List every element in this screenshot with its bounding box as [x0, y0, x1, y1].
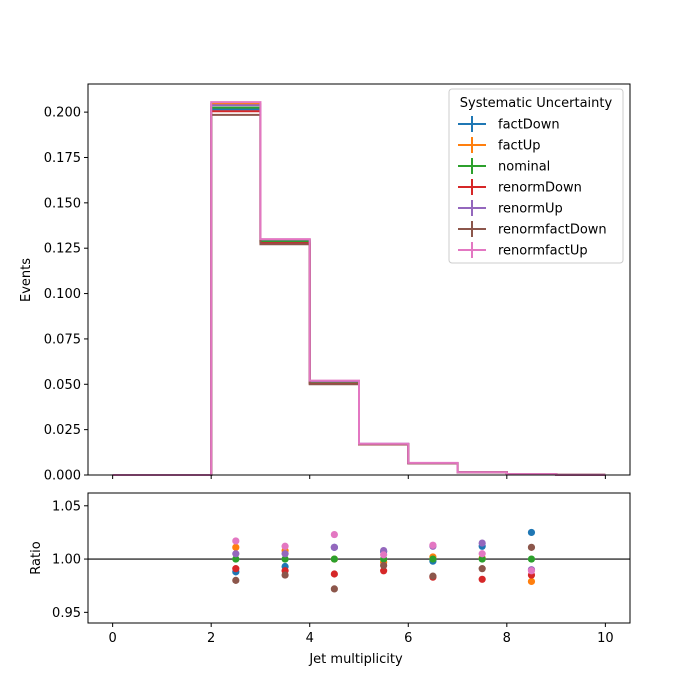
ratio-point-renormDown: [330, 570, 338, 578]
ratio-point-renormfactDown: [478, 565, 486, 573]
ratio-point-nominal: [281, 555, 289, 563]
ratio-point-factDown: [527, 528, 536, 537]
legend-entry-renormDown: renormDown: [458, 179, 582, 196]
ratio-point-renormUp: [478, 539, 486, 547]
ratio-point-renormfactDown: [527, 543, 536, 551]
x-tick-label: 6: [404, 631, 412, 646]
ratio-point-renormDown: [380, 567, 388, 575]
ratio-point-renormfactDown: [232, 576, 240, 584]
x-tick-label: 0: [108, 631, 116, 646]
legend-label-nominal: nominal: [498, 160, 550, 175]
ratio-panel: 0.95 1.00 1.05 0 2 4 6 8 10 Ratio Jet multiplic…: [29, 492, 631, 667]
ratio-point-nominal: [478, 555, 486, 563]
ratio-point-renormfactDown: [330, 585, 338, 593]
ratio-point-nominal: [232, 555, 240, 563]
ratio-point-renormfactUp: [380, 551, 388, 559]
histogram-y-ticks: 0.000 0.025 0.050 0.075 0.100 0.125 0.150 0.175…: [44, 106, 88, 484]
histogram-y-tick-label: 0.100: [44, 287, 81, 302]
ratio-point-renormfactUp: [330, 530, 338, 539]
ratio-point-renormUp: [232, 550, 240, 558]
ratio-point-renormDown: [232, 565, 240, 573]
legend-entry-nominal: nominal: [458, 158, 550, 175]
legend-entry-factUp: factUp: [458, 137, 541, 154]
legend-label-factDown: factDown: [498, 118, 560, 133]
legend-entry-renormUp: renormUp: [458, 200, 563, 217]
ratio-point-renormfactUp: [478, 550, 486, 558]
histogram-y-tick-label: 0.200: [44, 106, 81, 121]
ratio-plot-area: [88, 528, 630, 593]
legend-label-renormDown: renormDown: [498, 181, 582, 196]
legend-label-renormfactUp: renormfactUp: [498, 244, 588, 259]
ratio-point-renormfactUp: [429, 541, 437, 549]
legend-label-renormfactDown: renormfactDown: [498, 223, 607, 238]
legend-box: [448, 88, 624, 264]
histogram-y-tick-label: 0.150: [44, 196, 81, 211]
ratio-y-tick-label: 0.95: [52, 606, 81, 621]
histogram-y-tick-label: 0.075: [44, 332, 81, 347]
ratio-point-renormfactUp: [281, 542, 289, 550]
ratio-y-tick-label: 1.00: [52, 553, 81, 568]
histogram-frame: [87, 83, 631, 476]
ratio-point-nominal: [330, 555, 338, 563]
ratio-point-nominal: [429, 555, 437, 563]
ratio-point-renormfactUp: [232, 537, 240, 545]
ratio-point-renormfactDown: [429, 572, 437, 580]
legend-items: factDown factUp nominal renormDown renormUp r…: [458, 116, 607, 259]
ratio-point-renormDown: [478, 575, 486, 583]
legend-label-renormUp: renormUp: [498, 202, 563, 217]
histogram-y-tick-label: 0.125: [44, 242, 81, 257]
histogram-plot-area: [112, 101, 606, 476]
histogram-y-tick-label: 0.000: [44, 469, 81, 484]
legend-entry-renormfactDown: renormfactDown: [458, 221, 607, 238]
ratio-y-tick-label: 1.05: [52, 499, 81, 514]
histogram-x-ticks: [112, 475, 606, 479]
ratio-point-nominal: [527, 555, 536, 563]
ratio-point-factUp: [232, 543, 240, 551]
ratio-point-renormfactDown: [281, 571, 289, 579]
ratio-point-renormfactDown: [380, 561, 388, 570]
histogram-y-axis-label: Events: [19, 258, 34, 302]
ratio-point-renormfactUp: [527, 567, 536, 575]
histogram-panel: 0.000 0.025 0.050 0.075 0.100 0.125 0.150 0.175…: [19, 83, 631, 484]
legend: Systematic Uncertainty factDown factUp nom…: [448, 88, 624, 264]
x-axis-label: Jet multiplicity: [308, 652, 403, 667]
legend-entry-factDown: factDown: [458, 116, 560, 133]
x-tick-label: 2: [207, 631, 215, 646]
ratio-frame: [87, 492, 631, 624]
ratio-point-renormUp: [281, 550, 289, 558]
ratio-point-renormUp: [330, 543, 338, 551]
histogram-line-renormfactUp: [112, 101, 606, 476]
legend-label-factUp: factUp: [498, 139, 541, 154]
histogram-y-tick-label: 0.175: [44, 151, 81, 166]
ratio-y-ticks: 0.95 1.00 1.05: [52, 499, 88, 621]
ratio-point-factUp: [527, 577, 536, 586]
x-tick-label: 10: [597, 631, 614, 646]
ratio-y-axis-label: Ratio: [29, 541, 44, 574]
histogram-y-tick-label: 0.025: [44, 423, 81, 438]
legend-entry-renormfactUp: renormfactUp: [458, 242, 588, 259]
x-tick-label: 4: [306, 631, 314, 646]
histogram-y-tick-label: 0.050: [44, 378, 81, 393]
x-tick-label: 8: [503, 631, 511, 646]
legend-title: Systematic Uncertainty: [460, 96, 613, 111]
ratio-x-ticks: 0 2 4 6 8 10: [108, 623, 614, 646]
